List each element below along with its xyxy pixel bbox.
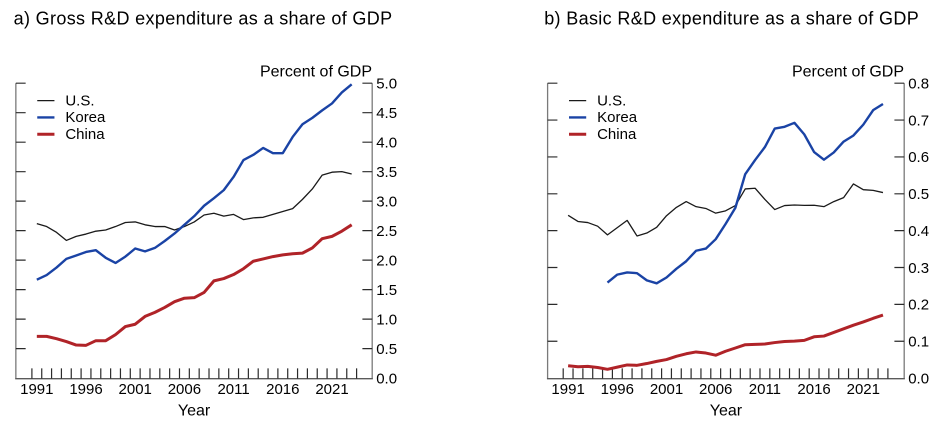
svg-text:Korea: Korea (65, 109, 106, 126)
svg-text:Year: Year (710, 403, 743, 420)
svg-text:4.0: 4.0 (376, 134, 397, 151)
svg-text:2011: 2011 (217, 381, 249, 398)
svg-text:0.0: 0.0 (376, 370, 397, 387)
svg-text:2021: 2021 (847, 381, 880, 398)
svg-text:5.0: 5.0 (376, 76, 397, 93)
svg-text:1996: 1996 (601, 381, 634, 398)
svg-text:Percent of GDP: Percent of GDP (792, 64, 904, 81)
svg-text:a) Gross R&D expenditure as a: a) Gross R&D expenditure as a share of G… (14, 9, 393, 29)
svg-text:0.4: 0.4 (908, 223, 929, 240)
svg-text:2006: 2006 (168, 381, 201, 398)
svg-text:U.S.: U.S. (65, 92, 94, 109)
svg-text:2.0: 2.0 (376, 252, 397, 269)
svg-text:China: China (597, 126, 637, 143)
svg-text:2021: 2021 (315, 381, 348, 398)
svg-text:2016: 2016 (266, 381, 299, 398)
svg-text:0.6: 0.6 (908, 149, 929, 166)
svg-text:1996: 1996 (69, 381, 102, 398)
svg-text:1.5: 1.5 (376, 282, 397, 299)
svg-text:0.5: 0.5 (908, 186, 929, 203)
svg-text:0.7: 0.7 (908, 112, 929, 129)
svg-text:Percent of GDP: Percent of GDP (260, 64, 372, 81)
svg-text:1991: 1991 (20, 381, 53, 398)
svg-text:b) Basic R&D expenditure as a: b) Basic R&D expenditure as a share of G… (544, 9, 919, 29)
svg-text:2016: 2016 (797, 381, 830, 398)
svg-text:2011: 2011 (749, 381, 781, 398)
svg-text:0.2: 0.2 (908, 297, 929, 314)
svg-text:0.5: 0.5 (376, 341, 397, 358)
svg-text:U.S.: U.S. (597, 92, 626, 109)
svg-text:2001: 2001 (650, 381, 683, 398)
svg-text:Year: Year (178, 403, 211, 420)
svg-text:0.0: 0.0 (908, 370, 929, 387)
svg-text:0.3: 0.3 (908, 260, 929, 277)
svg-text:0.1: 0.1 (908, 334, 929, 351)
svg-text:3.0: 3.0 (376, 193, 397, 210)
svg-text:1.0: 1.0 (376, 311, 397, 328)
svg-text:4.5: 4.5 (376, 105, 397, 122)
svg-text:China: China (65, 126, 105, 143)
svg-text:1991: 1991 (551, 381, 584, 398)
svg-text:2.5: 2.5 (376, 223, 397, 240)
svg-text:0.8: 0.8 (908, 76, 929, 93)
svg-text:2006: 2006 (699, 381, 732, 398)
svg-text:Korea: Korea (597, 109, 638, 126)
svg-text:3.5: 3.5 (376, 164, 397, 181)
svg-text:2001: 2001 (119, 381, 152, 398)
